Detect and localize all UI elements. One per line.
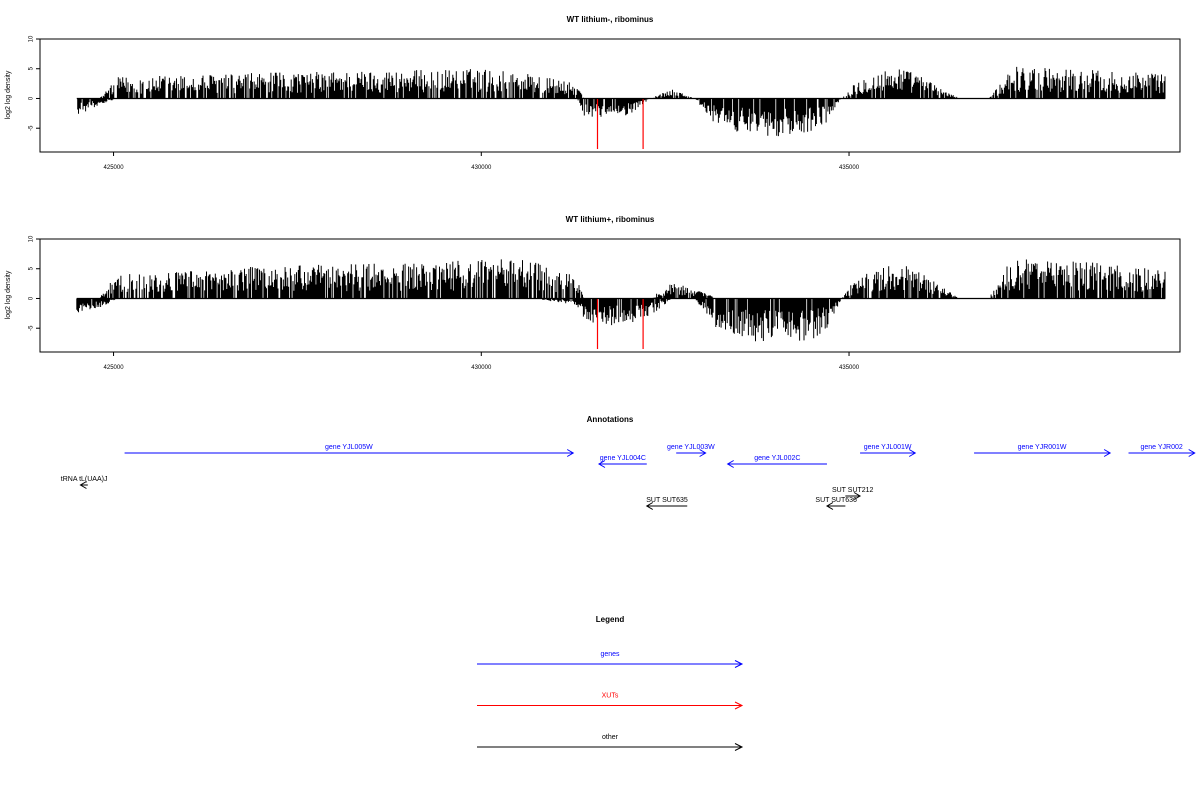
x-tick-label: 435000 [839,165,860,171]
annotation-feature: gene YJR002 [1128,444,1196,457]
coverage-bars [76,259,1166,342]
arrow-head-right [566,449,575,457]
legend-items: genes XUTs other [477,651,744,751]
annotation-feature: gene YJL004C [597,455,647,468]
legend-label: genes [600,651,620,658]
annotation-feature: gene YJL002C [726,455,827,468]
x-axis: 425000 430000 435000 [104,152,860,171]
feature-label: SUT SUT212 [832,487,874,494]
y-axis: -5 0 5 10 [29,35,40,131]
y-tick-label: -5 [29,325,35,331]
xut-highlight-bars [596,298,644,350]
arrow-head-left [726,460,734,468]
annotation-features: gene YJL005W gene YJL004C gene YJL003W gene… [61,444,1196,510]
annotation-feature: SUT SUT212 [832,487,874,500]
arrow-head-right [908,449,917,457]
annotation-feature: gene YJL003W [667,444,715,457]
annotation-feature: gene YJL005W [124,444,575,457]
arrow-head-right [1188,449,1196,457]
arrow-head-right [1103,449,1112,457]
legend-item: genes [477,651,744,668]
plot-frame [39,38,1181,153]
y-tick-label: 10 [29,35,35,42]
arrow-head-right [734,743,744,751]
feature-label: gene YJL002C [754,455,800,462]
feature-label: gene YJL005W [325,444,373,451]
x-axis: 425000 430000 435000 [104,352,860,371]
legend-title: Legend [596,615,625,624]
x-tick-label: 425000 [104,365,125,371]
coverage-bars [77,66,1166,137]
arrow-head-right [699,449,707,457]
plot-frame [39,238,1181,353]
y-axis-label: log2 log density [5,270,12,319]
legend-item: other [477,734,744,751]
x-tick-label: 430000 [471,365,492,371]
feature-label: SUT SUT635 [646,497,688,504]
arrow-head-left [597,460,606,468]
annotation-feature: SUT SUT635 [645,497,688,510]
y-tick-label: 0 [29,96,35,100]
legend-item: XUTs [477,693,744,710]
feature-label: gene YJL004C [600,455,646,462]
feature-label: SUT SUT636 [815,497,857,504]
panel-title: WT lithium-, ribominus [567,15,654,24]
feature-label: gene YJR002 [1140,444,1182,451]
legend-label: other [602,734,619,741]
panel-title: WT lithium+, ribominus [566,215,655,224]
x-tick-label: 430000 [471,165,492,171]
annotation-feature: SUT SUT636 [815,497,857,510]
legend-label: XUTs [602,693,619,700]
x-tick-label: 435000 [839,365,860,371]
annotations-title: Annotations [587,415,634,424]
y-axis-label: log2 log density [5,70,12,119]
feature-label: gene YJR001W [1018,444,1067,451]
y-tick-label: -5 [29,125,35,131]
arrow-head-left [645,502,654,510]
feature-label: tRNA tL(UAA)J [61,476,108,483]
coverage-panel-lithium-minus: WT lithium-, ribominus log2 log density … [5,15,1181,171]
arrow-head-left [79,481,87,489]
arrow-head-right [734,660,744,668]
legend: Legend genes XUTs other [477,615,744,751]
coverage-bar-series [76,259,1166,342]
arrow-head-right [853,492,862,500]
arrow-head-left [825,502,834,510]
annotation-feature: gene YJL001W [860,444,917,457]
xut-highlight-bars [596,98,644,150]
feature-label: gene YJL001W [864,444,912,451]
coverage-bar-series [77,66,1166,137]
y-tick-label: 5 [29,266,35,270]
feature-label: gene YJL003W [667,444,715,451]
annotation-feature: gene YJR001W [974,444,1112,457]
y-tick-label: 5 [29,66,35,70]
x-tick-label: 425000 [104,165,125,171]
y-axis: -5 0 5 10 [29,235,40,331]
coverage-panel-lithium-plus: WT lithium+, ribominus log2 log density … [5,215,1181,371]
arrow-head-right [734,701,744,710]
y-tick-label: 10 [29,235,35,242]
y-tick-label: 0 [29,296,35,300]
annotation-feature: tRNA tL(UAA)J [61,476,108,489]
